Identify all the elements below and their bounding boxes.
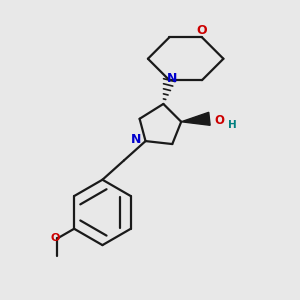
Polygon shape xyxy=(181,112,210,125)
Text: N: N xyxy=(131,133,141,146)
Text: H: H xyxy=(228,120,237,130)
Text: O: O xyxy=(50,233,60,243)
Text: N: N xyxy=(167,72,178,85)
Text: O: O xyxy=(215,114,225,127)
Text: O: O xyxy=(197,24,207,37)
